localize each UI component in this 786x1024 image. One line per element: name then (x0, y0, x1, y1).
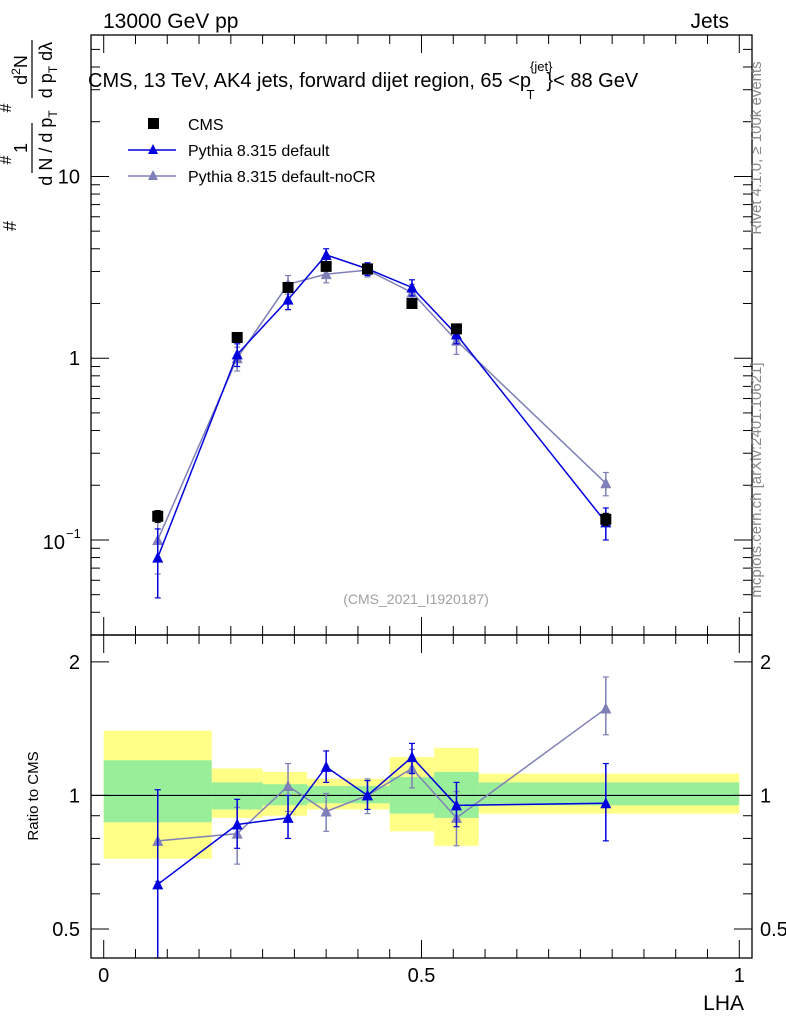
ratio-default-point (361, 789, 373, 801)
cms-data-point (361, 263, 373, 275)
ratio-y-axis-label: Ratio to CMS (25, 751, 42, 840)
main-series-line (157, 254, 607, 558)
header-left: 13000 GeV pp (103, 10, 238, 33)
ratio-series-line (157, 756, 606, 886)
legend-cms-marker (148, 118, 159, 129)
ratio-y-tick-label: 0.5 (52, 919, 80, 941)
ylabel-numer-1: 1 (11, 143, 31, 153)
ylabel-numer-2: d2N (9, 55, 31, 85)
legend-nocr-label: Pythia 8.315 default-noCR (188, 169, 376, 186)
ylabel-denom-2: d pT dλ (36, 42, 60, 98)
main-y-tick-exponent: −1 (66, 526, 81, 541)
ratio-default-point (152, 878, 164, 890)
cms-data-point (450, 323, 462, 335)
ratio-y-tick-label-right: 1 (760, 785, 771, 807)
ylabel-denom-1: d N / d pT (36, 110, 60, 186)
ratio-series-line (157, 707, 607, 842)
cms-data-point (406, 297, 418, 309)
ratio-nocr-point (320, 805, 332, 817)
ratio-x-tick-label: 0 (98, 965, 109, 987)
header-right: Jets (690, 10, 729, 33)
ratio-default-point (450, 799, 462, 811)
legend-default-marker (148, 144, 158, 154)
ratio-default-point (320, 760, 332, 772)
pythia-nocr-point (320, 268, 332, 280)
cms-data-point (231, 331, 243, 343)
cms-data-point (282, 281, 294, 293)
main-y-axis-label: 1 d N / d pT # d2N d pT dλ # # (0, 40, 60, 231)
ylabel-hash-2: # (0, 103, 15, 112)
rivet-side-label: Rivet 4.1.0, ≥ 100k events (748, 61, 765, 234)
ratio-band-inner (478, 782, 740, 806)
legend-default-label: Pythia 8.315 default (188, 143, 330, 160)
pythia-default-point (282, 293, 294, 305)
pythia-default-point (231, 348, 243, 360)
main-y-tick-label-0.1: 10 (43, 532, 65, 554)
legend-nocr-marker (148, 170, 158, 180)
main-title-tail: }< 88 GeV (546, 70, 638, 92)
ratio-y-tick-label: 1 (69, 785, 80, 807)
main-title-sub: T (526, 87, 534, 102)
ratio-ticks: 0.5 0.5 1 1 2 2 0 0.5 1 (52, 635, 786, 987)
legend-cms-label: CMS (188, 117, 224, 134)
ratio-series-layer (152, 676, 612, 959)
main-title-super: {jet} (530, 59, 553, 74)
ratio-default-point (406, 751, 418, 763)
ratio-x-tick-label: 0.5 (408, 965, 436, 987)
cms-data-point (320, 260, 332, 272)
main-y-tick-label-10: 10 (58, 166, 80, 188)
ratio-x-tick-label: 1 (734, 965, 745, 987)
main-series-layer (152, 248, 612, 599)
ratio-default-point (282, 811, 294, 823)
analysis-watermark: (CMS_2021_I1920187) (343, 591, 489, 607)
ratio-bands (91, 730, 752, 859)
ylabel-hash-3: # (0, 221, 20, 231)
main-title-text: CMS, 13 TeV, AK4 jets, forward dijet reg… (88, 70, 531, 92)
ratio-default-point (600, 797, 612, 809)
main-y-tick-label-1: 1 (69, 348, 80, 370)
main-title: CMS, 13 TeV, AK4 jets, forward dijet reg… (88, 59, 639, 102)
main-series-line (157, 269, 607, 541)
pythia-default-point (320, 248, 332, 260)
ratio-nocr-point (600, 702, 612, 714)
mcplots-side-label: mcplots.cern.ch [arXiv:2401.10621] (748, 362, 765, 597)
ratio-y-tick-label: 2 (69, 652, 80, 674)
pythia-default-point (406, 281, 418, 293)
ratio-y-tick-label-right: 0.5 (760, 919, 786, 941)
ylabel-hash-1: # (0, 155, 15, 164)
pythia-nocr-point (600, 477, 612, 489)
ratio-y-tick-label-right: 2 (760, 652, 771, 674)
cms-data-point (600, 513, 612, 525)
ratio-nocr-point (282, 780, 294, 792)
cms-data-point (152, 510, 164, 522)
x-axis-label: LHA (703, 992, 744, 1015)
legend: CMS Pythia 8.315 default Pythia 8.315 de… (128, 117, 376, 186)
pythia-default-point (152, 551, 164, 563)
ratio-default-point (231, 818, 243, 830)
